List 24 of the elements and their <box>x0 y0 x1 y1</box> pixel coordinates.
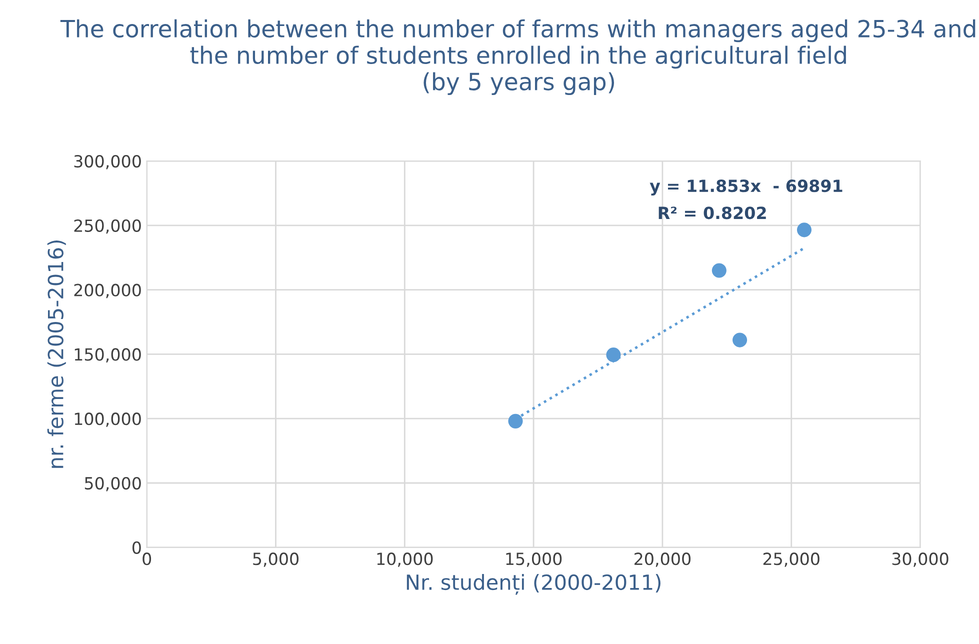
y-tick-label: 150,000 <box>74 348 141 362</box>
x-tick-label: 25,000 <box>763 552 820 567</box>
y-axis-title: nr. ferme (2005-2016) <box>47 240 66 468</box>
x-tick-label: 20,000 <box>634 552 691 567</box>
point <box>796 222 812 238</box>
y-tick-label: 0 <box>132 541 141 554</box>
x-tick-label: 0 <box>142 552 152 566</box>
x-axis-title: Nr. studenți (2000-2011) <box>406 574 660 595</box>
annotation: R² = 0.8202 <box>658 206 766 220</box>
x-tick-label: 10,000 <box>377 552 433 567</box>
chart-title: The correlation between the number of farms with managers aged 25-34 and the number of students enrolled in the agricultural field (by 5 years gap) <box>60 19 976 96</box>
point <box>712 263 726 278</box>
y-tick-label: 250,000 <box>74 219 141 234</box>
x-tick-label: 30,000 <box>892 552 948 567</box>
x-tick-label: 5,000 <box>253 552 298 567</box>
point <box>508 414 523 428</box>
point <box>732 332 748 348</box>
y-tick-label: 50,000 <box>84 476 141 492</box>
point <box>606 348 621 362</box>
y-tick-label: 300,000 <box>74 154 141 170</box>
annotation: y = 11.853x - 69891 <box>650 180 842 196</box>
x-tick-label: 15,000 <box>506 552 562 567</box>
y-tick-label: 200,000 <box>74 284 141 298</box>
y-tick-label: 100,000 <box>74 412 141 427</box>
